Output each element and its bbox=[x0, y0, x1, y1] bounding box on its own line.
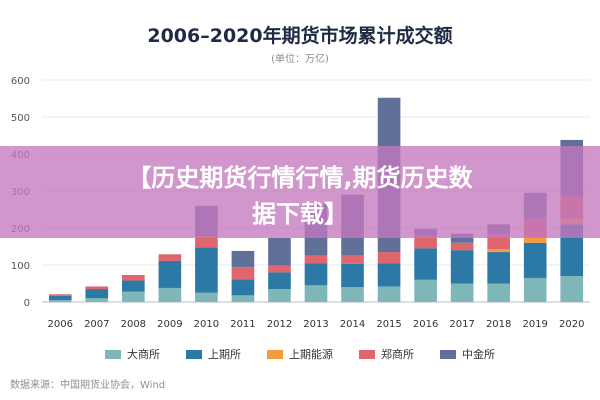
legend-label: 大商所 bbox=[127, 348, 160, 361]
bar-segment bbox=[48, 294, 72, 296]
x-tick-label: 2012 bbox=[267, 319, 292, 330]
x-tick-label: 2017 bbox=[449, 319, 474, 330]
bar-segment bbox=[268, 272, 291, 290]
x-tick-label: 2009 bbox=[157, 319, 182, 330]
bar-segment bbox=[560, 276, 584, 302]
x-tick-label: 2020 bbox=[559, 319, 584, 330]
data-source: 数据来源：中国期货业协会，Wind bbox=[10, 380, 166, 391]
banner-line-2: 据下载】 bbox=[252, 200, 348, 228]
bar-segment bbox=[377, 263, 401, 287]
bar-segment bbox=[523, 242, 547, 278]
legend-swatch bbox=[359, 349, 375, 359]
bar-segment bbox=[268, 289, 291, 302]
bar-segment bbox=[231, 295, 255, 302]
bar-segment bbox=[85, 289, 109, 299]
x-tick-label: 2010 bbox=[194, 319, 219, 330]
bar-segment bbox=[377, 286, 401, 302]
y-tick-label: 100 bbox=[11, 261, 30, 272]
bar-segment bbox=[122, 280, 145, 292]
bar-segment bbox=[48, 295, 72, 301]
x-tick-label: 2006 bbox=[48, 319, 73, 330]
bar-segment bbox=[231, 279, 255, 296]
x-tick-label: 2018 bbox=[486, 319, 511, 330]
chart-subtitle: (单位：万亿) bbox=[271, 52, 329, 65]
y-tick-label: 600 bbox=[11, 76, 30, 87]
x-tick-label: 2008 bbox=[121, 319, 146, 330]
bar-segment bbox=[414, 279, 437, 302]
legend: 大商所 上期所 上期能源 郑商所 中金所 bbox=[0, 346, 600, 362]
legend-swatch bbox=[440, 349, 456, 359]
legend-label: 郑商所 bbox=[381, 348, 414, 361]
bar-segment bbox=[85, 286, 109, 290]
legend-label: 上期能源 bbox=[289, 348, 333, 361]
bar-segment bbox=[377, 252, 401, 264]
bar-segment bbox=[414, 248, 437, 280]
bar-segment bbox=[158, 254, 182, 261]
x-tick-label: 2015 bbox=[376, 319, 401, 330]
x-tick-label: 2013 bbox=[303, 319, 328, 330]
bar-segment bbox=[122, 274, 145, 281]
banner-line-1: 【历史期货行情行情,期货历史数 bbox=[127, 164, 473, 192]
bar-segment bbox=[268, 237, 291, 266]
legend-swatch bbox=[186, 349, 202, 359]
bar-segment bbox=[304, 285, 328, 302]
legend-item: 上期所 bbox=[186, 346, 241, 362]
legend-item: 中金所 bbox=[440, 346, 495, 362]
bar-segment bbox=[304, 263, 328, 286]
bar-segment bbox=[523, 237, 547, 243]
bar-segment bbox=[268, 265, 291, 273]
bar-segment bbox=[231, 250, 255, 268]
bar-segment bbox=[195, 236, 218, 248]
bar-segment bbox=[341, 255, 364, 264]
x-tick-label: 2019 bbox=[522, 319, 547, 330]
legend-item: 大商所 bbox=[105, 346, 160, 362]
bar-segment bbox=[487, 249, 510, 253]
watermark-banner bbox=[0, 146, 600, 238]
x-tick-label: 2007 bbox=[84, 319, 109, 330]
bar-segment bbox=[450, 250, 474, 284]
y-tick-label: 0 bbox=[24, 298, 30, 309]
bar-segment bbox=[341, 263, 364, 288]
bar-segment bbox=[450, 233, 474, 243]
bar-segment bbox=[523, 277, 547, 302]
bar-segment bbox=[158, 260, 182, 288]
bar-segment bbox=[48, 300, 72, 302]
bar-segment bbox=[85, 298, 109, 302]
bar-segment bbox=[487, 252, 510, 284]
chart-title: 2006–2020年期货市场累计成交额 bbox=[147, 24, 452, 47]
banner-text: 【历史期货行情行情,期货历史数 据下载】 bbox=[0, 160, 600, 232]
bar-segment bbox=[158, 287, 182, 302]
legend-swatch bbox=[105, 349, 121, 359]
legend-swatch bbox=[267, 349, 283, 359]
legend-item: 上期能源 bbox=[267, 346, 333, 362]
x-tick-label: 2014 bbox=[340, 319, 365, 330]
bar-segment bbox=[195, 247, 218, 293]
bar-segment bbox=[304, 255, 328, 264]
bar-segment bbox=[341, 287, 364, 302]
bar-segment bbox=[231, 267, 255, 280]
legend-label: 中金所 bbox=[462, 348, 495, 361]
bar-segment bbox=[122, 291, 145, 302]
x-tick-label: 2011 bbox=[230, 319, 255, 330]
legend-label: 上期所 bbox=[208, 348, 241, 361]
y-tick-label: 500 bbox=[11, 113, 30, 124]
bar-segment bbox=[414, 235, 437, 249]
legend-item: 郑商所 bbox=[359, 346, 414, 362]
bar-segment bbox=[450, 283, 474, 302]
bar-segment bbox=[450, 242, 474, 251]
x-tick-label: 2016 bbox=[413, 319, 438, 330]
bar-segment bbox=[487, 283, 510, 302]
bar-segment bbox=[195, 292, 218, 302]
